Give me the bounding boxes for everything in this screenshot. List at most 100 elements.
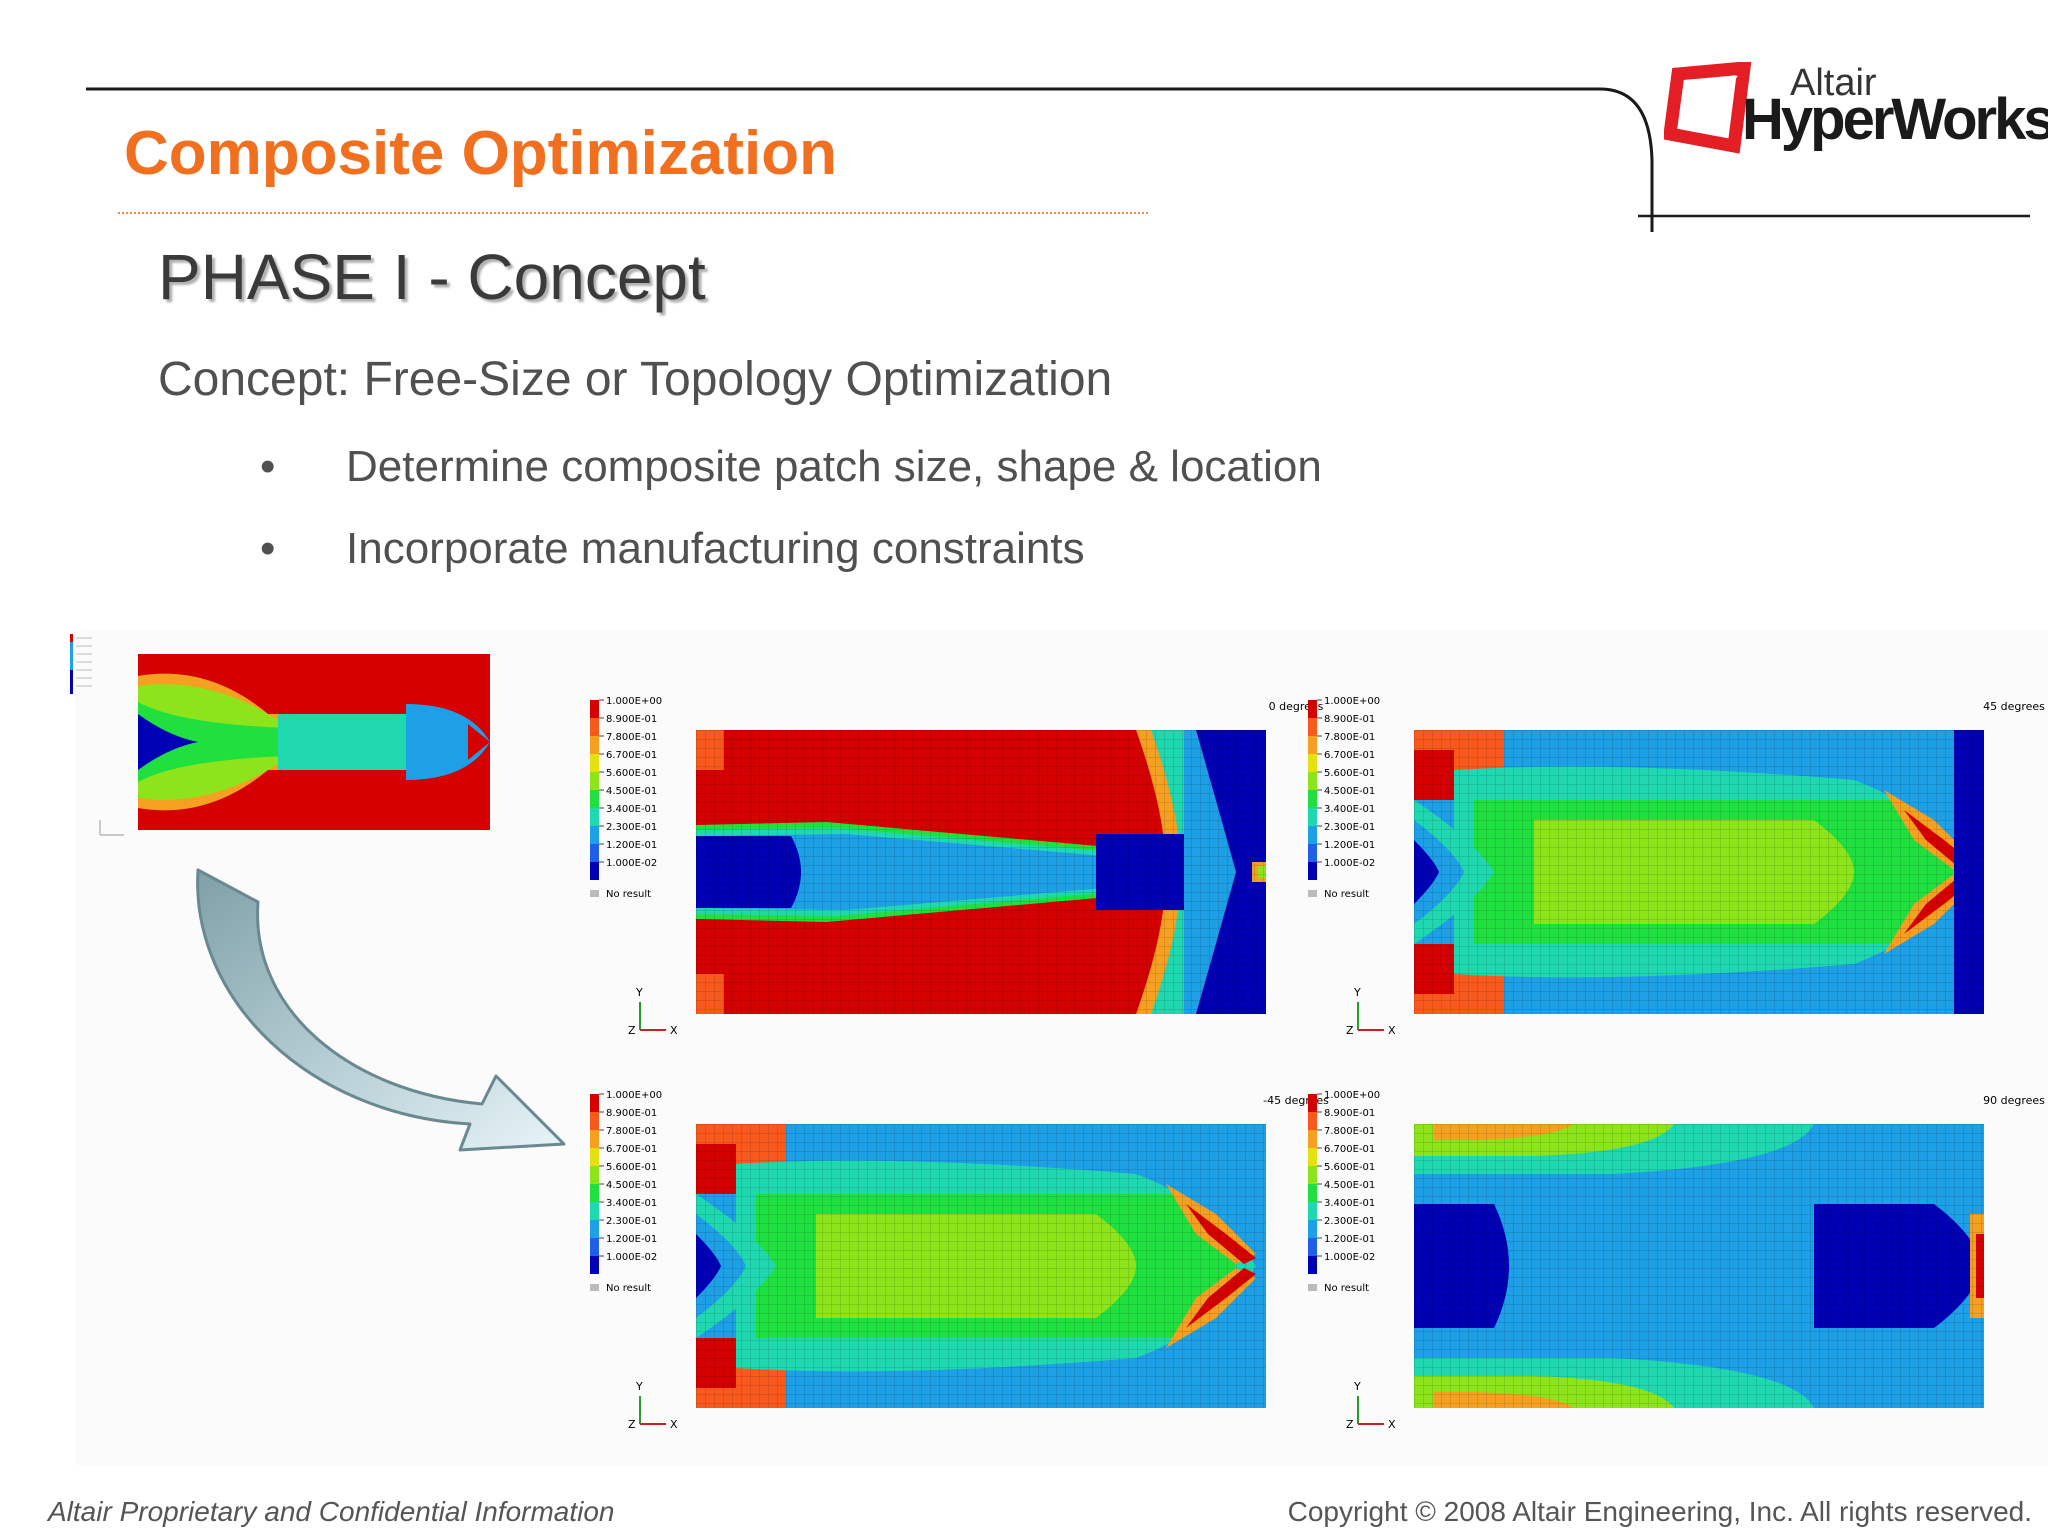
plot-45-degrees: 1.000E+00 8.900E-01 7.800E-01 6.700E-01 5.60… <box>1308 696 2045 1037</box>
legend-label: 4.500E-01 <box>606 1180 657 1191</box>
legend-label: 3.400E-01 <box>1324 804 1375 815</box>
source-contour-plot <box>70 634 490 836</box>
legend-label: 8.900E-01 <box>606 714 657 725</box>
x-axis-label: X <box>1388 1418 1396 1431</box>
legend-swatch <box>590 1166 599 1184</box>
brand-logo: Altair HyperWorks <box>1740 62 2048 162</box>
z-axis-label: Z <box>1346 1418 1354 1431</box>
y-axis-label: Y <box>635 986 643 999</box>
legend-swatch <box>1308 1220 1317 1238</box>
legend-label: 1.000E+00 <box>606 696 662 707</box>
z-axis-label: Z <box>1346 1024 1354 1037</box>
y-axis-label: Y <box>635 1380 643 1393</box>
axis-triad: Y X Z <box>1346 986 1396 1037</box>
legend-swatch <box>590 1238 599 1256</box>
legend-label: 7.800E-01 <box>606 1126 657 1137</box>
legend-label: 5.600E-01 <box>1324 768 1375 779</box>
y-axis-label: Y <box>1353 986 1361 999</box>
legend-swatch <box>590 772 599 790</box>
legend-label: 2.300E-01 <box>1324 1216 1375 1227</box>
legend-label: 3.400E-01 <box>1324 1198 1375 1209</box>
legend-swatch <box>1308 1202 1317 1220</box>
legend-no-result-label: No result <box>1324 1283 1369 1294</box>
header-rule <box>86 87 2030 232</box>
axis-triad: Y X Z <box>1346 1380 1396 1431</box>
legend-label: 1.200E-01 <box>1324 1234 1375 1245</box>
legend-label: 1.000E+00 <box>1324 696 1380 707</box>
page-title: Composite Optimization <box>124 119 837 188</box>
plot-legend: 1.000E+00 8.900E-01 7.800E-01 6.700E-01 5.60… <box>590 1090 662 1294</box>
legend-no-result-swatch <box>590 890 599 897</box>
altair-logo-icon <box>1664 62 1752 154</box>
legend-label: 1.000E+00 <box>1324 1090 1380 1101</box>
legend-label: 6.700E-01 <box>1324 750 1375 761</box>
plot-legend: 1.000E+00 8.900E-01 7.800E-01 6.700E-01 5.60… <box>590 696 662 900</box>
legend-label: 2.300E-01 <box>1324 822 1375 833</box>
legend-label: 7.800E-01 <box>1324 732 1375 743</box>
legend-label: 1.000E-02 <box>606 858 657 869</box>
legend-swatch <box>1308 1184 1317 1202</box>
legend-swatch <box>590 736 599 754</box>
slide-heading: PHASE I - Concept <box>158 241 706 313</box>
legend-label: 6.700E-01 <box>606 750 657 761</box>
legend-no-result-swatch <box>1308 890 1317 897</box>
axis-triad: Y X Z <box>628 986 678 1037</box>
legend-label: 6.700E-01 <box>606 1144 657 1155</box>
bullet-text: Determine composite patch size, shape & … <box>346 442 1322 491</box>
title-underline <box>118 212 1148 214</box>
logo-brand-big: HyperWorks <box>1742 87 2048 152</box>
legend-swatch <box>1308 862 1317 880</box>
legend-swatch <box>1308 808 1317 826</box>
bullet-item: • Determine composite patch size, shape &… <box>260 442 1322 492</box>
legend-swatch <box>1308 1166 1317 1184</box>
legend-swatch <box>1308 700 1317 718</box>
legend-swatch <box>590 1112 599 1130</box>
legend-label: 8.900E-01 <box>1324 1108 1375 1119</box>
legend-swatch <box>590 1148 599 1166</box>
legend-swatch <box>590 862 599 880</box>
legend-swatch <box>590 1202 599 1220</box>
legend-label: 1.000E-02 <box>606 1252 657 1263</box>
curved-arrow-icon <box>196 868 566 1152</box>
legend-label: 6.700E-01 <box>1324 1144 1375 1155</box>
legend-swatch <box>1308 1256 1317 1274</box>
plot-minus45-degrees: 1.000E+00 8.900E-01 7.800E-01 6.700E-01 5.60… <box>590 1090 1329 1431</box>
legend-label: 5.600E-01 <box>1324 1162 1375 1173</box>
source-contour-field <box>138 654 490 830</box>
legend-swatch <box>590 1256 599 1274</box>
legend-label: 4.500E-01 <box>1324 786 1375 797</box>
axis-triad: Y X Z <box>628 1380 678 1431</box>
legend-label: 3.400E-01 <box>606 804 657 815</box>
legend-swatch <box>1308 1094 1317 1112</box>
legend-swatch <box>1308 1238 1317 1256</box>
legend-label: 4.500E-01 <box>606 786 657 797</box>
footer-copyright: Copyright © 2008 Altair Engineering, Inc… <box>1287 1496 2032 1527</box>
bullet-item: • Incorporate manufacturing constraints <box>260 524 1085 574</box>
legend-swatch <box>590 808 599 826</box>
x-axis-label: X <box>1388 1024 1396 1037</box>
legend-label: 7.800E-01 <box>606 732 657 743</box>
logo-brand-small: Altair <box>1790 62 1877 104</box>
plot-legend: 1.000E+00 8.900E-01 7.800E-01 6.700E-01 5.60… <box>1308 1090 1380 1294</box>
legend-label: 1.000E-02 <box>1324 858 1375 869</box>
plot-90-degrees: 1.000E+00 8.900E-01 7.800E-01 6.700E-01 5.60… <box>1308 1090 2045 1431</box>
legend-label: 5.600E-01 <box>606 768 657 779</box>
legend-swatch <box>590 718 599 736</box>
legend-swatch <box>590 1184 599 1202</box>
bullet-text: Incorporate manufacturing constraints <box>346 524 1085 573</box>
plot-0-degrees: 1.000E+00 8.900E-01 7.800E-01 6.700E-01 5.60… <box>590 696 1324 1037</box>
bullet-dot-icon: • <box>260 442 276 491</box>
plot-title: -45 degrees <box>1263 1094 1329 1107</box>
legend-no-result-label: No result <box>606 889 651 900</box>
legend-swatch <box>1308 718 1317 736</box>
legend-swatch <box>1308 1130 1317 1148</box>
plot-title: 90 degrees <box>1983 1094 2045 1107</box>
mini-legend <box>70 634 124 836</box>
footer-confidential: Altair Proprietary and Confidential Info… <box>48 1496 615 1527</box>
legend-swatch <box>590 1094 599 1112</box>
legend-label: 4.500E-01 <box>1324 1180 1375 1191</box>
contour-field <box>696 730 1266 1014</box>
legend-no-result-label: No result <box>1324 889 1369 900</box>
legend-label: 8.900E-01 <box>1324 714 1375 725</box>
bullet-dot-icon: • <box>260 524 276 573</box>
